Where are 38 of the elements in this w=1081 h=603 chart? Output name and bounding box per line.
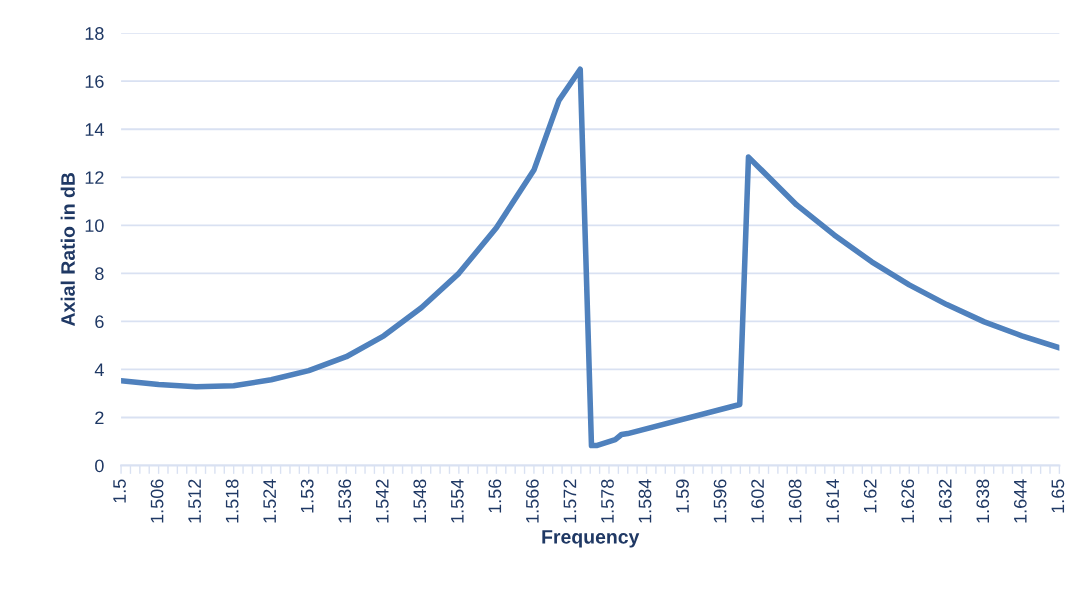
x-tick-label: 1.59 [676, 479, 689, 513]
y-tick-label: 0 [95, 459, 104, 473]
y-tick-label: 16 [85, 75, 104, 88]
y-tick-label: 6 [95, 315, 104, 329]
x-tick-label: 1.572 [563, 479, 577, 523]
x-tick-label: 1.518 [225, 479, 239, 523]
y-tick-label: 2 [95, 411, 104, 425]
x-tick-label: 1.632 [938, 479, 952, 523]
x-tick-label: 1.62 [863, 479, 877, 513]
x-tick-label: 1.53 [300, 479, 314, 513]
x-axis-title: Frequency [542, 530, 640, 548]
x-tick-label: 1.614 [826, 479, 840, 523]
y-tick-label: 4 [94, 363, 104, 376]
x-tick-label: 1.626 [901, 479, 915, 523]
x-tick-label: 1.566 [525, 479, 539, 523]
x-tick-label: 1.5 [113, 479, 126, 503]
y-axis-title: Axial Ratio in dB [60, 172, 75, 327]
y-tick-label: 8 [95, 267, 104, 281]
x-tick-label: 1.65 [1051, 479, 1065, 513]
x-tick-label: 1.512 [188, 479, 201, 523]
x-tick-label: 1.644 [1013, 479, 1027, 523]
x-tick-label: 1.554 [451, 479, 464, 523]
x-tick-label: 1.536 [338, 479, 352, 523]
x-tick-label: 1.584 [638, 479, 652, 523]
x-tick-label: 1.596 [713, 479, 727, 523]
y-tick-label: 12 [85, 171, 104, 184]
y-tick-label: 10 [85, 219, 104, 233]
y-tick-label: 14 [85, 123, 104, 136]
x-tick-label: 1.638 [976, 479, 990, 523]
y-tick-label: 18 [85, 27, 104, 40]
x-tick-label: 1.578 [601, 479, 614, 523]
x-tick-label: 1.506 [150, 479, 164, 523]
x-tick-label: 1.548 [413, 479, 427, 523]
x-tick-label: 1.56 [488, 479, 502, 513]
x-tick-label: 1.542 [375, 479, 389, 523]
x-tick-label: 1.608 [788, 479, 802, 523]
x-tick-label: 1.602 [751, 479, 764, 523]
x-tick-label: 1.524 [263, 479, 277, 523]
